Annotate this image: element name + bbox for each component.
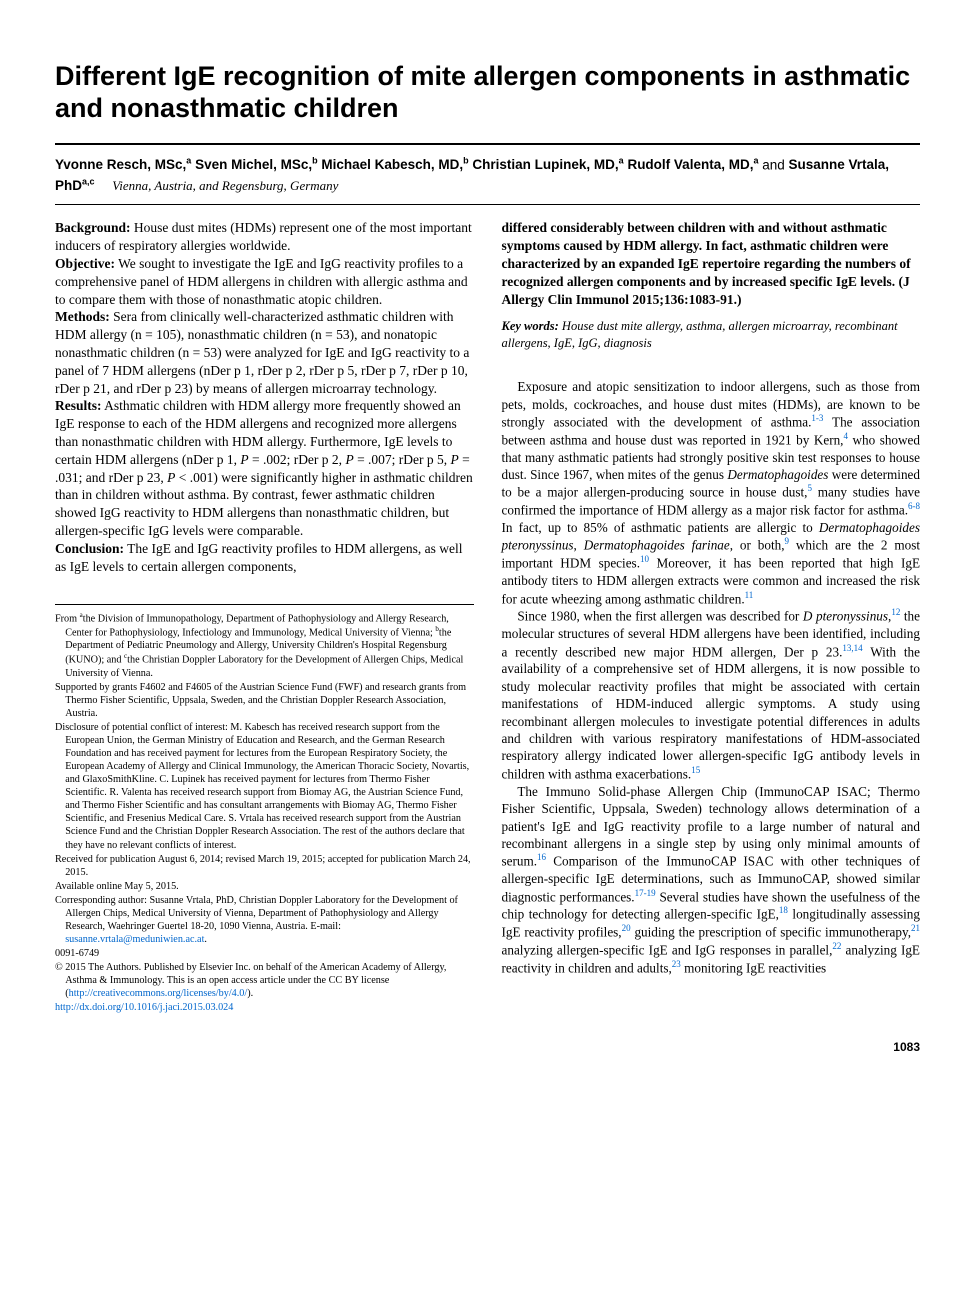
body-text: Exposure and atopic sensitization to ind…	[502, 378, 921, 977]
two-column-layout: Background: House dust mites (HDMs) repr…	[55, 219, 920, 1015]
abstract-methods-label: Methods:	[55, 309, 110, 324]
footnote-available: Available online May 5, 2015.	[55, 880, 474, 893]
doi-link[interactable]: http://dx.doi.org/10.1016/j.jaci.2015.03…	[55, 1002, 233, 1013]
rule-bottom	[55, 204, 920, 205]
abstract-methods: Sera from clinically well-characterized …	[55, 309, 469, 395]
keywords-label: Key words:	[502, 319, 559, 333]
abstract-background-label: Background:	[55, 220, 131, 235]
abstract-results-label: Results:	[55, 398, 102, 413]
keywords-block: Key words: House dust mite allergy, asth…	[502, 318, 921, 352]
footnote-received: Received for publication August 6, 2014;…	[55, 853, 474, 879]
article-title: Different IgE recognition of mite allerg…	[55, 60, 920, 125]
left-column: Background: House dust mites (HDMs) repr…	[55, 219, 474, 1015]
page-number: 1083	[55, 1039, 920, 1055]
footnote-from: From athe Division of Immunopathology, D…	[55, 611, 474, 680]
intro-paragraph-1: Exposure and atopic sensitization to ind…	[502, 378, 921, 607]
abstract-results: Asthmatic children with HDM allergy more…	[55, 398, 473, 538]
footnotes: From athe Division of Immunopathology, D…	[55, 604, 474, 1015]
intro-paragraph-2: Since 1980, when the first allergen was …	[502, 607, 921, 782]
footnote-issn: 0091-6749	[55, 947, 474, 960]
abstract-objective-label: Objective:	[55, 256, 115, 271]
rule-top	[55, 143, 920, 145]
footnote-corresponding: Corresponding author: Susanne Vrtala, Ph…	[55, 894, 474, 946]
intro-paragraph-3: The Immuno Solid-phase Allergen Chip (Im…	[502, 783, 921, 977]
footnote-copyright: © 2015 The Authors. Published by Elsevie…	[55, 961, 474, 1000]
abstract: Background: House dust mites (HDMs) repr…	[55, 219, 474, 575]
authors-block: Yvonne Resch, MSc,a Sven Michel, MSc,b M…	[55, 155, 920, 197]
footnote-disclosure: Disclosure of potential conflict of inte…	[55, 721, 474, 851]
affiliation: Vienna, Austria, and Regensburg, Germany	[112, 178, 338, 193]
cc-link[interactable]: http://creativecommons.org/licenses/by/4…	[69, 988, 248, 999]
footnote-supported: Supported by grants F4602 and F4605 of t…	[55, 681, 474, 720]
keywords-text: House dust mite allergy, asthma, allerge…	[502, 319, 898, 350]
right-column: differed considerably between children w…	[502, 219, 921, 1015]
email-link[interactable]: susanne.vrtala@meduniwien.ac.at	[65, 934, 204, 945]
abstract-continued: differed considerably between children w…	[502, 219, 921, 308]
abstract-objective: We sought to investigate the IgE and IgG…	[55, 256, 468, 307]
abstract-conclusion-label: Conclusion:	[55, 541, 124, 556]
abstract-conclusion-right: differed considerably between children w…	[502, 220, 911, 306]
